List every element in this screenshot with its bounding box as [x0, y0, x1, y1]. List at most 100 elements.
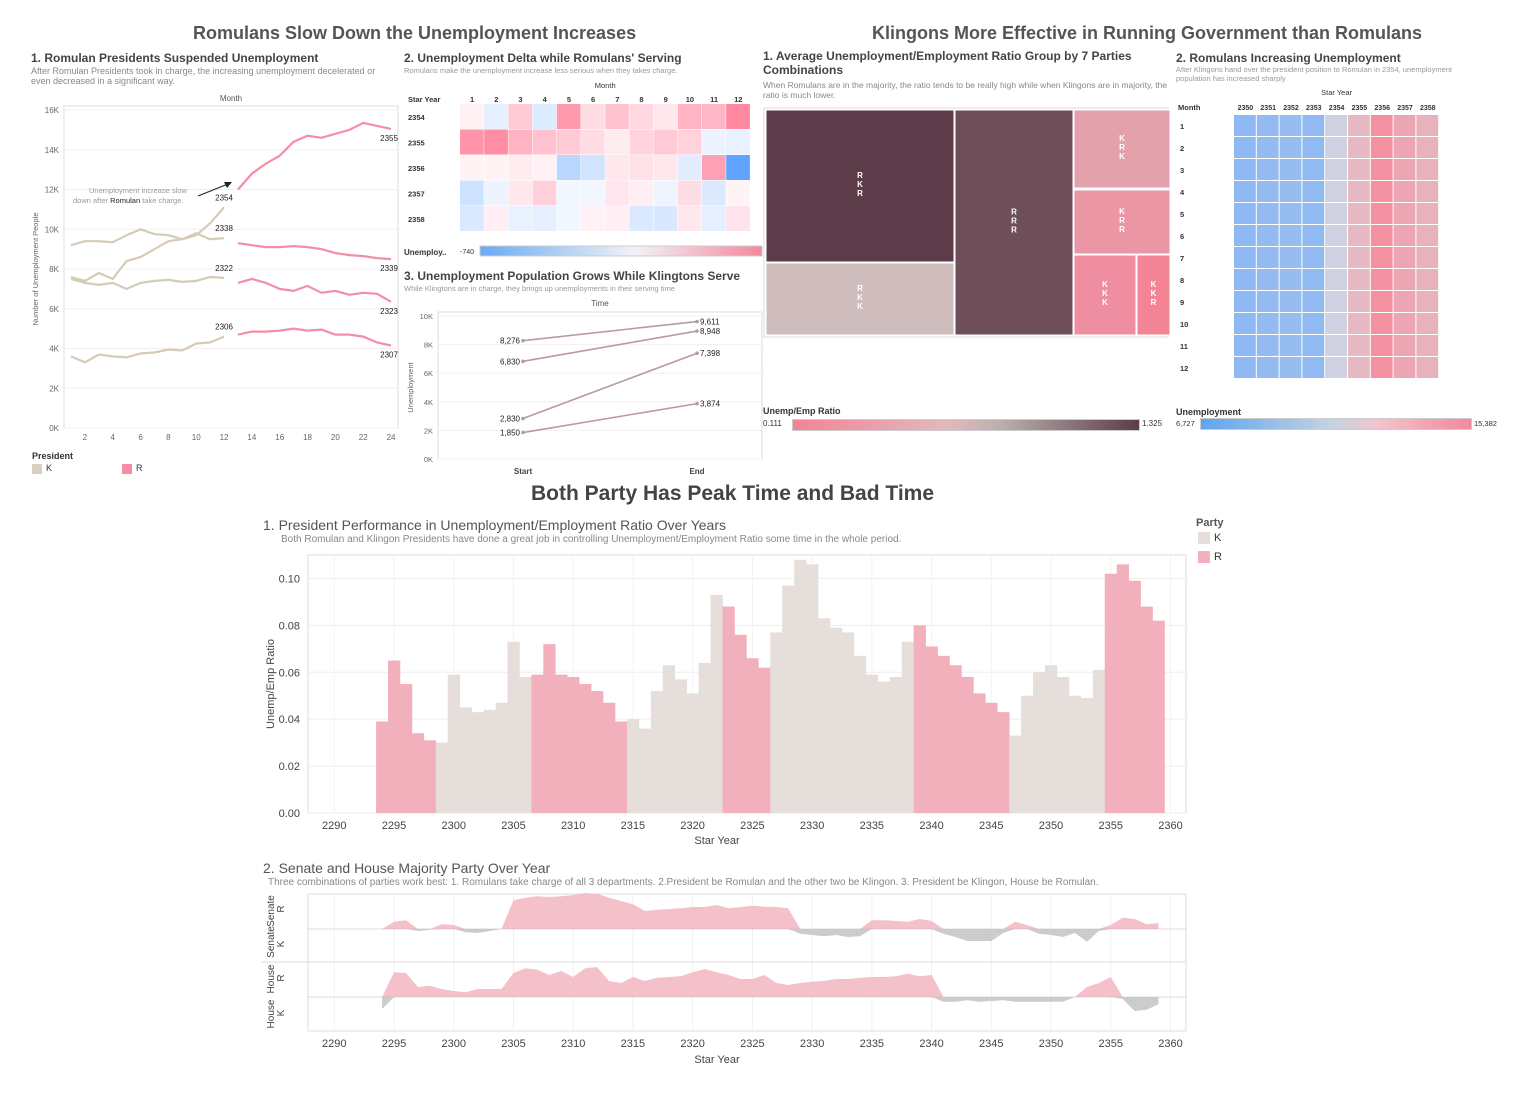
p5-col-label: 2353	[1306, 105, 1322, 112]
p6-bar	[734, 634, 747, 813]
p6-bar	[459, 707, 472, 813]
p2-row-label: 2357	[408, 189, 425, 198]
p6-ytick: 0.10	[279, 573, 300, 585]
p2-cell	[484, 180, 508, 206]
p5-col-label: 2350	[1238, 105, 1254, 112]
p2-cell	[556, 104, 581, 129]
p6-bar	[961, 676, 974, 813]
p5-cell	[1302, 335, 1325, 356]
p6-bar	[638, 728, 652, 813]
p6-bar	[973, 693, 986, 813]
p6-legend-k[interactable]: K	[1198, 532, 1221, 545]
p1-ylabel: Number of Unemployment People	[31, 213, 40, 326]
p2-cell	[605, 180, 629, 206]
p7-house-k-area	[382, 997, 1159, 1011]
p6-xtick: 2320	[680, 820, 704, 832]
p5-cell	[1416, 115, 1439, 136]
p7-xtick: 2315	[621, 1038, 645, 1050]
p4-tile	[1073, 189, 1170, 255]
p7-xtick: 2345	[979, 1038, 1003, 1050]
p6-bar	[519, 676, 532, 813]
p1-series-label: 2354	[215, 193, 233, 202]
p1-ytick: 14K	[45, 146, 60, 155]
p2-cell	[605, 129, 629, 155]
p5-cell	[1416, 291, 1439, 312]
p5-cell	[1234, 181, 1256, 202]
p2-col-label: 12	[734, 95, 742, 104]
p2-cell	[581, 206, 605, 231]
p5-cell	[1325, 313, 1347, 334]
p6-bar	[1152, 620, 1165, 813]
p2-legend-min: -740	[460, 249, 474, 256]
p6-bar	[1116, 564, 1129, 813]
p1-series-line	[237, 121, 392, 191]
p2-col-label: 4	[543, 95, 548, 104]
p4-tile-label: R	[857, 189, 863, 198]
p5-cell	[1370, 291, 1393, 312]
p2-cell	[726, 206, 750, 231]
p6-bar	[483, 709, 496, 813]
p5-cell	[1370, 335, 1393, 356]
p6-bar	[615, 721, 628, 813]
p3-xtick: End	[689, 467, 704, 476]
p5-row-label: 8	[1180, 276, 1184, 285]
p5-cell	[1325, 181, 1347, 202]
p2-cell	[726, 155, 750, 180]
p5-cell	[1234, 115, 1256, 136]
p2-cell	[726, 104, 750, 129]
p2-cell	[629, 206, 654, 231]
p4-tile-label: R	[1151, 298, 1157, 307]
p4-tile-label: R	[857, 171, 863, 180]
p3-slope-line	[522, 330, 698, 363]
p1-annotation-arrowhead	[224, 182, 232, 188]
p2-cell	[484, 104, 508, 129]
p4-tile-label: R	[1119, 216, 1125, 225]
p5-cell	[1325, 203, 1347, 224]
p5-col-label: 2354	[1329, 105, 1345, 112]
p1-xtick: 20	[331, 433, 340, 442]
p1-xtick: 8	[166, 433, 171, 442]
p7-row-r2: R	[276, 974, 287, 981]
p6-legend-r[interactable]: R	[1198, 551, 1222, 564]
p6-bar	[1021, 695, 1034, 813]
p5-col-label: 2351	[1260, 105, 1276, 112]
p6-bar	[591, 691, 604, 813]
p6-bar	[901, 641, 914, 813]
p5-cell	[1348, 269, 1370, 290]
p4-tile	[1073, 109, 1170, 189]
p5-cell	[1234, 291, 1256, 312]
p6-ytick: 0.00	[279, 808, 300, 820]
p6-bar	[411, 733, 425, 813]
p6-bar	[1080, 698, 1094, 813]
p6-bar	[423, 740, 437, 813]
p1-series-line	[70, 335, 225, 364]
p5-cell	[1279, 291, 1302, 312]
p7-house-r-area	[382, 967, 1159, 997]
p5-cell	[1370, 225, 1393, 246]
p6-chart: 0.00 0.02 0.04 0.06 0.08 0.10 2290 2295 2300 2305…	[265, 554, 1187, 847]
p5-cell	[1302, 115, 1325, 136]
p7-xtick: 2295	[382, 1038, 406, 1050]
p4-tile-label: K	[1102, 289, 1108, 298]
p7-house-label: House	[266, 964, 277, 993]
p4-title-line1: 1. Average Unemployment/Employment Ratio…	[763, 49, 1132, 63]
p1-xtick: 6	[138, 433, 143, 442]
p4-tile-label: K	[1102, 280, 1108, 289]
p6-bar	[376, 721, 389, 813]
p1-legend-k[interactable]: K	[32, 463, 52, 474]
p3-subtitle: While Klingtons are in charge, they brin…	[404, 284, 675, 293]
p6-bar	[626, 719, 640, 813]
p1-legend-r[interactable]: R	[122, 463, 143, 474]
p6-ytick: 0.04	[279, 714, 300, 726]
p6-bar	[435, 742, 449, 813]
p6-bar	[865, 674, 879, 813]
p4-legend-label: Unemp/Emp Ratio	[763, 406, 841, 416]
p4-tile-label: K	[857, 302, 863, 311]
p3-slope-line	[522, 402, 698, 434]
p5-cell	[1348, 313, 1370, 334]
p5-cell	[1348, 357, 1370, 378]
p4-tile-label: R	[1119, 143, 1125, 152]
p5-col-label: 2357	[1397, 105, 1413, 112]
p6-ytick: 0.08	[279, 620, 300, 632]
p3-ytick: 2K	[424, 426, 433, 435]
